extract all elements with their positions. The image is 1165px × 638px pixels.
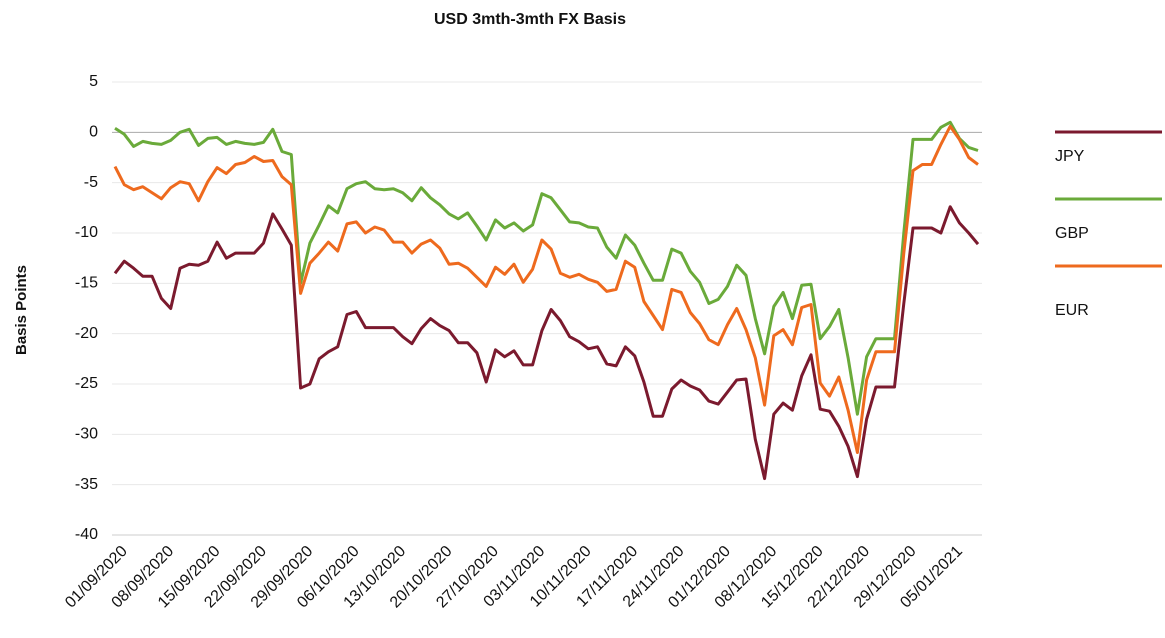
chart-title: USD 3mth-3mth FX Basis [434, 11, 626, 28]
legend-label: GBP [1055, 225, 1089, 242]
legend-label: JPY [1055, 148, 1085, 165]
y-tick-label: -10 [75, 224, 98, 241]
y-tick-label: -30 [75, 426, 98, 443]
series-line [113, 124, 979, 454]
y-tick-label: -20 [75, 325, 98, 342]
y-tick-label: -40 [75, 526, 98, 543]
y-tick-label: 0 [89, 124, 98, 141]
legend-label: EUR [1055, 302, 1089, 319]
y-tick-label: -5 [84, 174, 98, 191]
series-line [113, 205, 980, 481]
y-tick-label: -15 [75, 275, 98, 292]
y-axis-label: Basis Points [13, 265, 30, 355]
series-line [114, 120, 979, 416]
y-tick-label: -35 [75, 476, 98, 493]
y-tick-label: 5 [89, 73, 98, 90]
y-tick-label: -25 [75, 375, 98, 392]
